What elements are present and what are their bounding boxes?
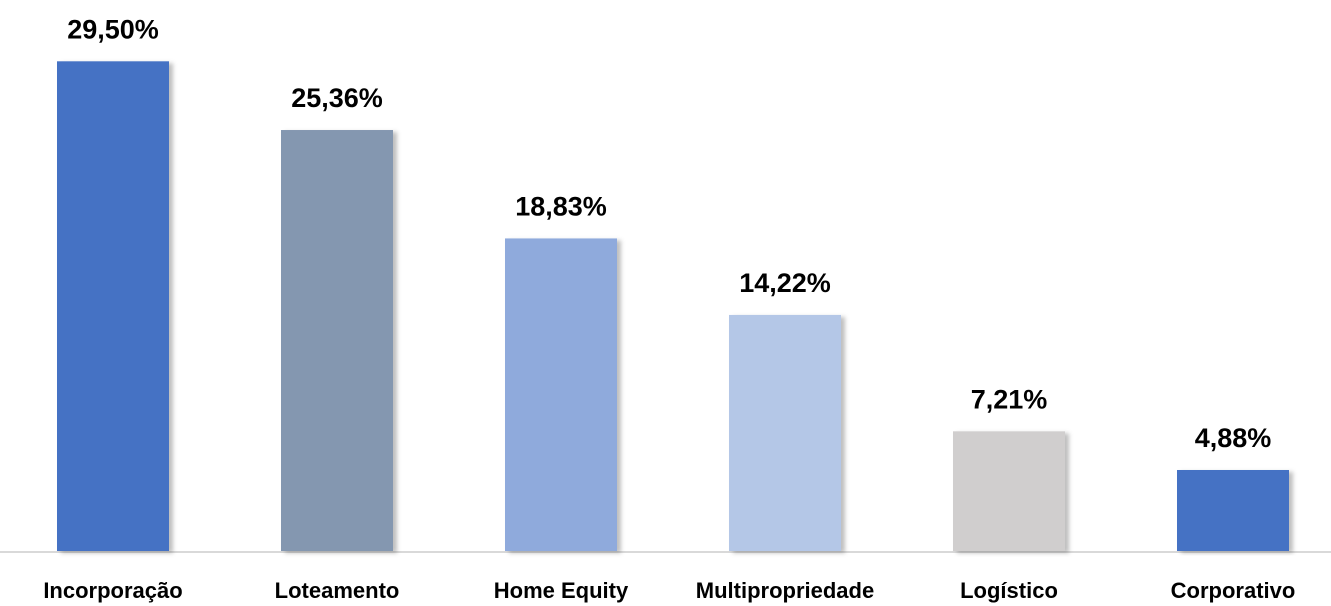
value-label: 29,50% [67, 14, 159, 44]
bar [729, 314, 841, 551]
bar [57, 61, 169, 552]
value-label: 7,21% [971, 384, 1048, 414]
value-label: 4,88% [1195, 423, 1272, 453]
bar [281, 130, 393, 552]
bar [505, 238, 617, 551]
value-label: 18,83% [515, 192, 607, 222]
x-tick-label: Multipropriedade [696, 578, 874, 603]
value-label: 14,22% [739, 268, 831, 298]
x-tick-label: Logístico [960, 578, 1058, 603]
x-tick-label: Home Equity [494, 578, 629, 603]
x-tick-label: Loteamento [275, 578, 400, 603]
bar [1177, 469, 1289, 551]
x-tick-label: Corporativo [1171, 578, 1296, 603]
bar [953, 431, 1065, 551]
x-tick-label: Incorporação [43, 578, 182, 603]
value-label: 25,36% [291, 83, 383, 113]
